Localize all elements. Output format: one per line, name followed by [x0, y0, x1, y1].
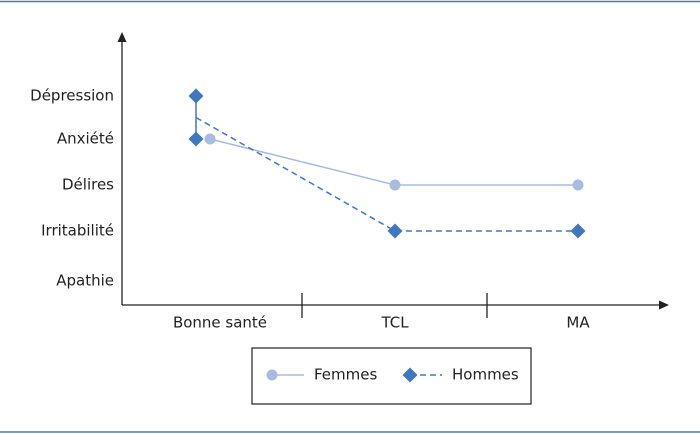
y-tick-label: Anxiété: [57, 130, 114, 148]
x-tick-label: Bonne santé: [173, 314, 267, 332]
x-axis-arrow: [659, 300, 669, 310]
y-tick-label: Apathie: [56, 272, 114, 290]
y-axis-arrow: [117, 32, 127, 42]
legend-label: Femmes: [314, 366, 377, 384]
marker: [387, 223, 403, 239]
legend-box: [251, 347, 532, 405]
legend-label: Hommes: [452, 366, 519, 384]
marker: [188, 88, 204, 104]
y-tick-label: Dépression: [30, 87, 114, 105]
marker: [570, 223, 586, 239]
marker: [188, 131, 204, 147]
x-tick-label: TCL: [380, 314, 409, 332]
marker: [389, 179, 401, 191]
y-tick-label: Délires: [62, 176, 114, 194]
marker: [572, 179, 584, 191]
marker: [204, 133, 216, 145]
series-line: [209, 138, 578, 186]
y-tick-label: Irritabilité: [41, 222, 114, 240]
legend-marker: [266, 369, 278, 381]
legend-marker: [402, 367, 418, 383]
series-line: [195, 116, 578, 232]
x-tick-label: MA: [566, 314, 590, 332]
